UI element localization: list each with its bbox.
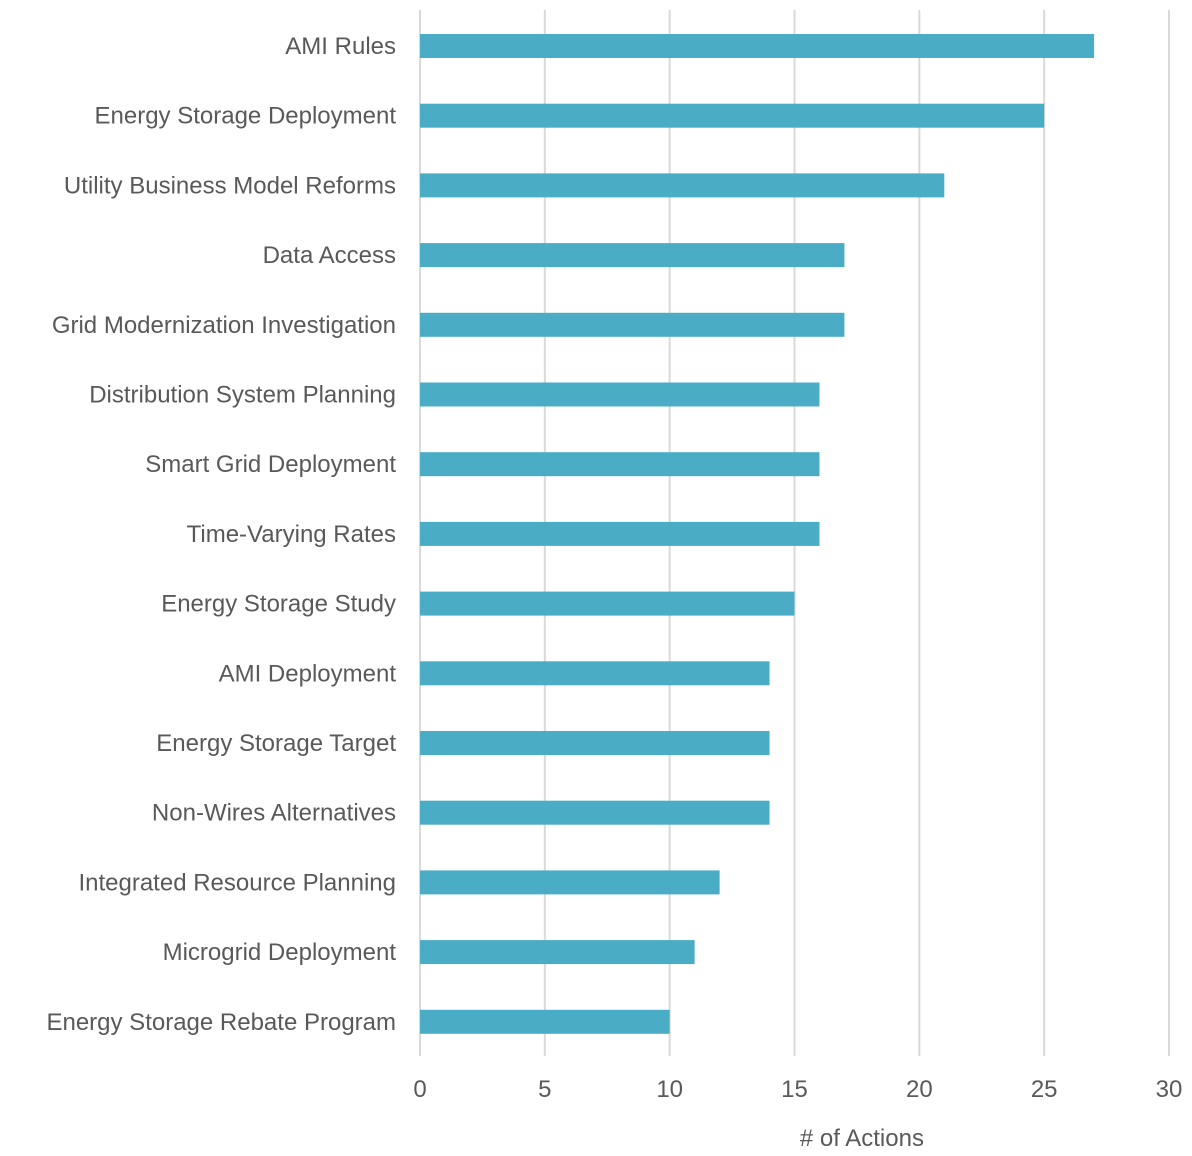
category-label: Smart Grid Deployment — [145, 451, 396, 478]
category-label: Grid Modernization Investigation — [52, 312, 396, 339]
category-label: Non-Wires Alternatives — [152, 800, 396, 827]
category-label: Energy Storage Rebate Program — [46, 1009, 396, 1036]
category-label: Energy Storage Deployment — [95, 103, 397, 130]
x-tick-label: 0 — [413, 1076, 426, 1103]
bars — [420, 34, 1095, 1034]
bar — [420, 103, 1045, 128]
bar — [420, 1009, 670, 1034]
x-tick-label: 10 — [656, 1076, 683, 1103]
bar — [420, 870, 720, 895]
bar — [420, 521, 820, 546]
x-axis-title: # of Actions — [800, 1125, 924, 1152]
bar — [420, 452, 820, 477]
bar — [420, 34, 1095, 58]
category-label: Distribution System Planning — [89, 382, 396, 409]
x-tick-label: 30 — [1156, 1076, 1183, 1103]
x-tick-label: 20 — [906, 1076, 933, 1103]
category-label: Data Access — [263, 242, 396, 269]
x-tick-label: 15 — [781, 1076, 808, 1103]
bar — [420, 382, 820, 407]
category-label: Time-Varying Rates — [187, 521, 396, 548]
x-tick-label: 5 — [538, 1076, 551, 1103]
category-label: Integrated Resource Planning — [78, 869, 396, 896]
category-labels: AMI Rules Energy Storage Deployment Utilit… — [46, 33, 396, 1036]
bar — [420, 173, 945, 198]
bar — [420, 661, 770, 686]
bar — [420, 591, 795, 616]
category-label: AMI Rules — [285, 33, 396, 60]
x-tick-label: 25 — [1031, 1076, 1058, 1103]
bar — [420, 243, 845, 268]
bar — [420, 312, 845, 337]
category-label: Microgrid Deployment — [163, 939, 397, 966]
category-label: Utility Business Model Reforms — [64, 172, 396, 199]
category-label: Energy Storage Study — [161, 591, 396, 618]
category-label: AMI Deployment — [219, 660, 397, 687]
bar — [420, 940, 695, 965]
x-tick-labels: 0 5 10 15 20 25 30 — [413, 1076, 1182, 1103]
category-label: Energy Storage Target — [156, 730, 396, 757]
bar — [420, 800, 770, 825]
bar — [420, 731, 770, 755]
